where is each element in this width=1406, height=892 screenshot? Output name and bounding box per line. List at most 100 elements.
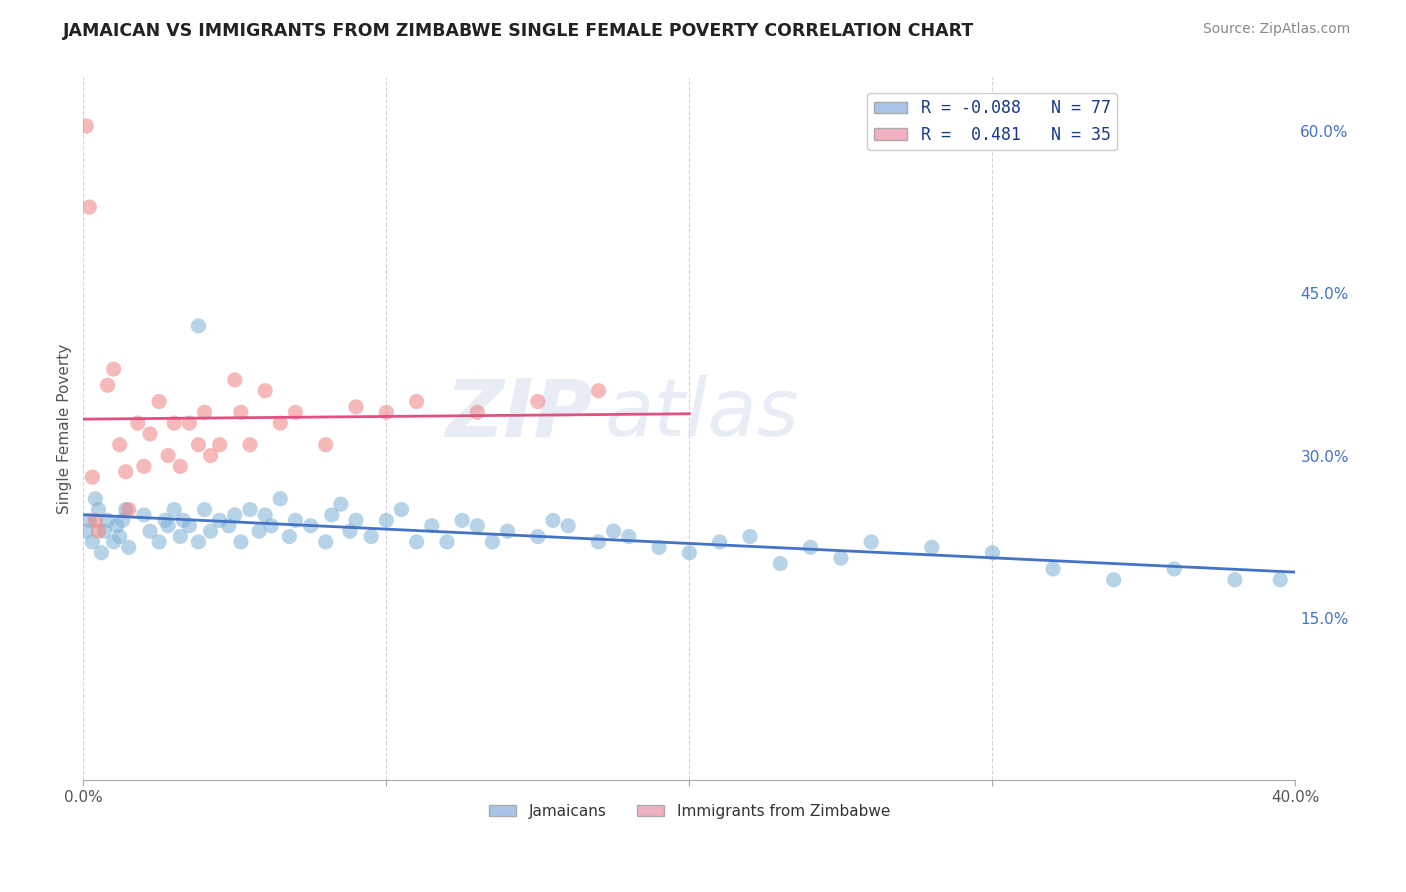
Point [254, 384, 277, 398]
Point [269, 416, 291, 430]
Point [75, 524, 97, 538]
Point [96, 513, 118, 527]
Point [87, 524, 110, 538]
Point [284, 405, 307, 419]
Point [229, 405, 252, 419]
Point [218, 518, 240, 533]
Point [405, 535, 427, 549]
Point [208, 513, 231, 527]
Point [527, 394, 550, 409]
Point [224, 373, 246, 387]
Point [344, 400, 367, 414]
Point [436, 535, 458, 549]
Point [103, 535, 125, 549]
Point [169, 459, 191, 474]
Point [132, 508, 155, 522]
Point [860, 535, 883, 549]
Point [90, 546, 112, 560]
Y-axis label: Single Female Poverty: Single Female Poverty [58, 343, 72, 514]
Point [229, 535, 252, 549]
Point [1102, 573, 1125, 587]
Point [239, 438, 262, 452]
Legend: Jamaicans, Immigrants from Zimbabwe: Jamaicans, Immigrants from Zimbabwe [482, 797, 896, 824]
Point [79, 200, 101, 214]
Point [1270, 573, 1292, 587]
Point [375, 405, 398, 419]
Point [118, 541, 141, 555]
Point [84, 513, 107, 527]
Point [269, 491, 291, 506]
Point [315, 438, 337, 452]
Point [108, 438, 131, 452]
Point [1042, 562, 1064, 576]
Point [139, 426, 162, 441]
Point [179, 416, 201, 430]
Point [602, 524, 624, 538]
Point [329, 497, 352, 511]
Point [405, 394, 427, 409]
Point [157, 449, 180, 463]
Point [148, 394, 170, 409]
Point [111, 513, 134, 527]
Point [187, 535, 209, 549]
Point [648, 541, 671, 555]
Point [157, 518, 180, 533]
Point [588, 535, 610, 549]
Point [118, 502, 141, 516]
Point [148, 535, 170, 549]
Point [114, 502, 136, 516]
Point [420, 518, 443, 533]
Point [278, 530, 301, 544]
Point [200, 449, 222, 463]
Point [360, 530, 382, 544]
Point [769, 557, 792, 571]
Point [153, 513, 176, 527]
Point [557, 518, 579, 533]
Point [105, 518, 128, 533]
Point [451, 513, 474, 527]
Point [169, 530, 191, 544]
Point [96, 378, 118, 392]
Point [465, 518, 488, 533]
Point [678, 546, 700, 560]
Point [239, 502, 262, 516]
Point [800, 541, 823, 555]
Point [84, 491, 107, 506]
Point [187, 318, 209, 333]
Point [79, 513, 101, 527]
Point [139, 524, 162, 538]
Point [496, 524, 519, 538]
Point [163, 502, 186, 516]
Point [179, 518, 201, 533]
Point [82, 470, 104, 484]
Point [339, 524, 361, 538]
Point [75, 119, 97, 133]
Text: Source: ZipAtlas.com: Source: ZipAtlas.com [1202, 22, 1350, 37]
Text: JAMAICAN VS IMMIGRANTS FROM ZIMBABWE SINGLE FEMALE POVERTY CORRELATION CHART: JAMAICAN VS IMMIGRANTS FROM ZIMBABWE SIN… [63, 22, 974, 40]
Point [260, 518, 283, 533]
Point [1223, 573, 1246, 587]
Point [709, 535, 731, 549]
Point [541, 513, 564, 527]
Point [321, 508, 343, 522]
Point [163, 416, 186, 430]
Point [254, 508, 277, 522]
Point [193, 405, 215, 419]
Point [284, 513, 307, 527]
Point [193, 502, 215, 516]
Point [87, 502, 110, 516]
Point [588, 384, 610, 398]
Point [1163, 562, 1185, 576]
Point [527, 530, 550, 544]
Point [375, 513, 398, 527]
Point [344, 513, 367, 527]
Point [108, 530, 131, 544]
Point [103, 362, 125, 376]
Point [200, 524, 222, 538]
Point [830, 551, 852, 566]
Point [93, 524, 115, 538]
Point [187, 438, 209, 452]
Point [299, 518, 322, 533]
Point [132, 459, 155, 474]
Point [981, 546, 1004, 560]
